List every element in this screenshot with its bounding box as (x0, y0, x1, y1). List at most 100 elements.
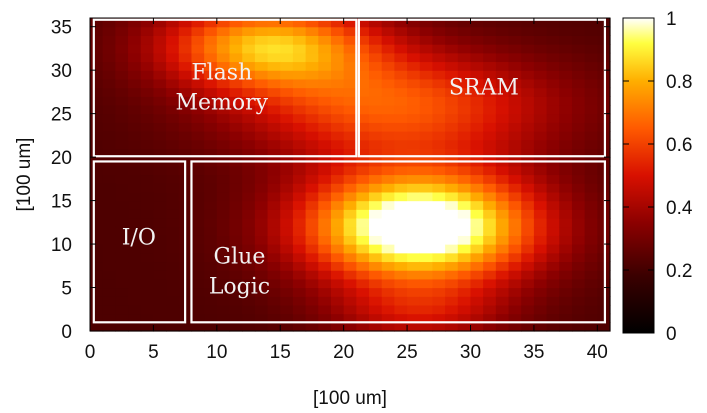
heatmap-cell (381, 61, 395, 71)
heatmap-cell (508, 304, 522, 315)
heatmap-cell (369, 287, 383, 297)
x-tick-label: 30 (460, 342, 481, 363)
heatmap-cell (432, 252, 446, 263)
heatmap-cell (381, 235, 395, 245)
heatmap-cell (559, 139, 573, 150)
heatmap-cell (90, 113, 104, 123)
heatmap-cell (470, 44, 484, 54)
heatmap-cell (356, 18, 370, 28)
heatmap-cell (521, 252, 535, 263)
heatmap-cell (267, 122, 281, 132)
heatmap-cell (457, 278, 472, 289)
heatmap-cell (318, 191, 332, 202)
heatmap-cell (267, 278, 281, 289)
heatmap-cell (546, 313, 560, 323)
heatmap-cell (356, 296, 370, 306)
heatmap-cell (356, 44, 370, 54)
heatmap-cell (254, 131, 269, 141)
heatmap-cell (495, 148, 510, 158)
heatmap-cell (102, 113, 116, 123)
heatmap-cell (571, 183, 586, 193)
heatmap-cell (546, 61, 560, 71)
heatmap-cell (394, 183, 408, 193)
heatmap-cell (559, 244, 573, 254)
heatmap-cell (229, 235, 243, 245)
heatmap-cell (369, 252, 383, 263)
heatmap-cell (318, 52, 332, 63)
heatmap-cell (166, 191, 180, 202)
heatmap-cell (128, 61, 142, 71)
heatmap-cell (445, 287, 459, 297)
heatmap-cell (432, 44, 446, 54)
heatmap-cell (407, 61, 421, 71)
heatmap-cell (115, 18, 129, 28)
heatmap-cell (343, 44, 357, 54)
heatmap-cell (204, 287, 218, 297)
heatmap-cell (330, 52, 345, 63)
heatmap-cell (242, 200, 256, 210)
heatmap-cell (407, 104, 421, 115)
heatmap-cell (229, 278, 243, 289)
heatmap-cell (546, 18, 560, 28)
heatmap-cell (470, 244, 484, 254)
heatmap-cell (419, 122, 434, 132)
heatmap-cell (90, 61, 104, 71)
heatmap-cell (483, 235, 497, 245)
heatmap-cell (445, 61, 459, 71)
heatmap-cell (495, 252, 510, 263)
heatmap-cell (533, 131, 548, 141)
heatmap-cell (128, 131, 142, 141)
heatmap-cell (191, 148, 205, 158)
heatmap-cell (204, 183, 218, 193)
heatmap-cell (381, 270, 395, 280)
heatmap-cell (128, 296, 142, 306)
heatmap-cell (178, 131, 193, 141)
heatmap-cell (343, 61, 357, 71)
heatmap-cell (330, 270, 345, 280)
heatmap-cell (343, 122, 357, 132)
heatmap-cell (242, 322, 256, 332)
heatmap-cell (305, 217, 319, 228)
heatmap-cell (280, 148, 294, 158)
heatmap-cell (584, 191, 598, 202)
heatmap-cell (102, 244, 116, 254)
heatmap-cell (166, 209, 180, 219)
region-label: Logic (209, 274, 270, 299)
heatmap-cell (571, 87, 586, 97)
heatmap-cell (140, 122, 155, 132)
heatmap-cell (394, 78, 408, 89)
heatmap-cell (343, 304, 357, 315)
heatmap-cell (356, 26, 370, 36)
heatmap-cell (508, 244, 522, 254)
heatmap-cell (216, 278, 231, 289)
heatmap-cell (495, 78, 510, 89)
heatmap-cell (571, 270, 586, 280)
heatmap-cell (457, 35, 472, 45)
heatmap-cell (521, 304, 535, 315)
heatmap-cell (369, 217, 383, 228)
heatmap-cell (153, 304, 167, 315)
region-sram: SRAM (357, 18, 607, 158)
heatmap-cell (229, 217, 243, 228)
heatmap-cell (559, 122, 573, 132)
heatmap-cell (508, 18, 522, 28)
heatmap-cell (229, 26, 243, 36)
heatmap-cell (356, 313, 370, 323)
heatmap-cell (356, 244, 370, 254)
heatmap-cell (584, 131, 598, 141)
heatmap-cell (229, 131, 243, 141)
heatmap-cell (128, 26, 142, 36)
heatmap-cell (369, 139, 383, 150)
heatmap-cell (356, 278, 370, 289)
heatmap-cell (204, 296, 218, 306)
heatmap-cell (216, 139, 231, 150)
heatmap-cell (229, 287, 243, 297)
heatmap-cell (394, 226, 408, 236)
heatmap-cell (343, 70, 357, 80)
heatmap-cell (267, 226, 281, 236)
heatmap-cell (216, 322, 231, 332)
heatmap-cell (369, 191, 383, 202)
heatmap-cell (445, 252, 459, 263)
heatmap-cell (178, 61, 193, 71)
heatmap-cell (584, 261, 598, 271)
